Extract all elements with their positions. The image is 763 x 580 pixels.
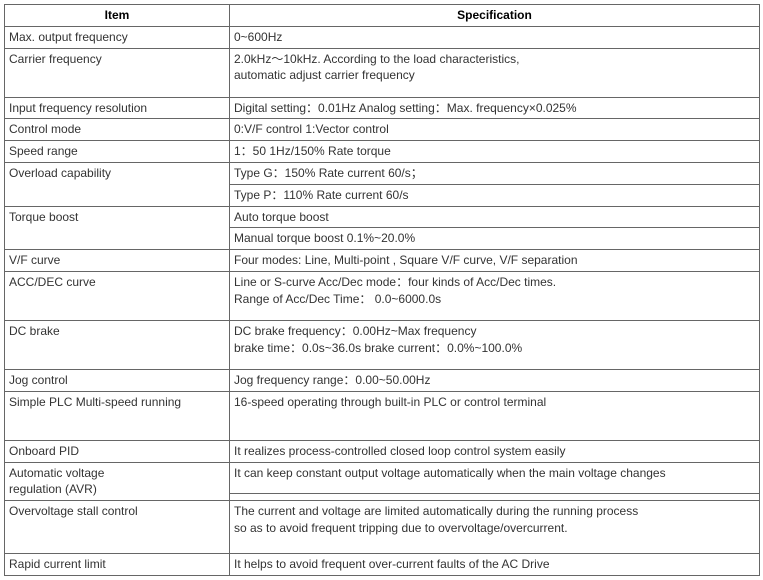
cell-item: Automatic voltage regulation (AVR) (5, 462, 230, 501)
cell-item: Rapid current limit (5, 554, 230, 576)
cell-spec: 1：50 1Hz/150% Rate torque (230, 141, 760, 163)
cell-spec: It helps to avoid frequent over-current … (230, 554, 760, 576)
table-row: V/F curveFour modes: Line, Multi-point ,… (5, 250, 760, 272)
cell-item: Jog control (5, 369, 230, 391)
cell-spec (230, 493, 760, 500)
cell-item: Overvoltage stall control (5, 501, 230, 554)
table-row: Overload capabilityType G：150% Rate curr… (5, 162, 760, 184)
table-row: Automatic voltage regulation (AVR)It can… (5, 462, 760, 493)
cell-item: Onboard PID (5, 440, 230, 462)
table-row: Carrier frequency2.0kHz～10kHz. According… (5, 48, 760, 97)
table-row: Torque boostAuto torque boost (5, 206, 760, 228)
cell-spec: Type P：110% Rate current 60/s (230, 184, 760, 206)
table-row: Onboard PIDIt realizes process-controlle… (5, 440, 760, 462)
spec-table-body: Max. output frequency0~600HzCarrier freq… (5, 26, 760, 575)
cell-spec: Four modes: Line, Multi-point , Square V… (230, 250, 760, 272)
cell-spec: Auto torque boost (230, 206, 760, 228)
cell-spec: 0:V/F control 1:Vector control (230, 119, 760, 141)
cell-spec: 16-speed operating through built-in PLC … (230, 391, 760, 440)
cell-spec: Type G：150% Rate current 60/s； (230, 162, 760, 184)
table-row: Input frequency resolutionDigital settin… (5, 97, 760, 119)
cell-item: Overload capability (5, 162, 230, 206)
header-spec: Specification (230, 5, 760, 27)
table-row: Jog controlJog frequency range：0.00~50.0… (5, 369, 760, 391)
cell-item: Max. output frequency (5, 26, 230, 48)
spec-table: Item Specification Max. output frequency… (4, 4, 760, 576)
cell-item: Control mode (5, 119, 230, 141)
table-row: Simple PLC Multi-speed running16-speed o… (5, 391, 760, 440)
table-row: Control mode0:V/F control 1:Vector contr… (5, 119, 760, 141)
cell-item: Speed range (5, 141, 230, 163)
cell-spec: Digital setting：0.01Hz Analog setting：Ma… (230, 97, 760, 119)
cell-item: V/F curve (5, 250, 230, 272)
cell-spec: The current and voltage are limited auto… (230, 501, 760, 554)
cell-item: Torque boost (5, 206, 230, 250)
cell-spec: It can keep constant output voltage auto… (230, 462, 760, 493)
cell-spec: Manual torque boost 0.1%~20.0% (230, 228, 760, 250)
table-row: Overvoltage stall controlThe current and… (5, 501, 760, 554)
header-row: Item Specification (5, 5, 760, 27)
table-row: ACC/DEC curveLine or S-curve Acc/Dec mod… (5, 271, 760, 320)
cell-spec: DC brake frequency：0.00Hz~Max frequency … (230, 320, 760, 369)
cell-spec: Line or S-curve Acc/Dec mode：four kinds … (230, 271, 760, 320)
table-row: Max. output frequency0~600Hz (5, 26, 760, 48)
cell-item: Carrier frequency (5, 48, 230, 97)
header-item: Item (5, 5, 230, 27)
cell-item: ACC/DEC curve (5, 271, 230, 320)
cell-spec: 2.0kHz～10kHz. According to the load char… (230, 48, 760, 97)
cell-item: Input frequency resolution (5, 97, 230, 119)
table-row: Speed range1：50 1Hz/150% Rate torque (5, 141, 760, 163)
cell-item: DC brake (5, 320, 230, 369)
cell-spec: 0~600Hz (230, 26, 760, 48)
table-row: Rapid current limitIt helps to avoid fre… (5, 554, 760, 576)
table-row: DC brakeDC brake frequency：0.00Hz~Max fr… (5, 320, 760, 369)
cell-item: Simple PLC Multi-speed running (5, 391, 230, 440)
cell-spec: Jog frequency range：0.00~50.00Hz (230, 369, 760, 391)
cell-spec: It realizes process-controlled closed lo… (230, 440, 760, 462)
